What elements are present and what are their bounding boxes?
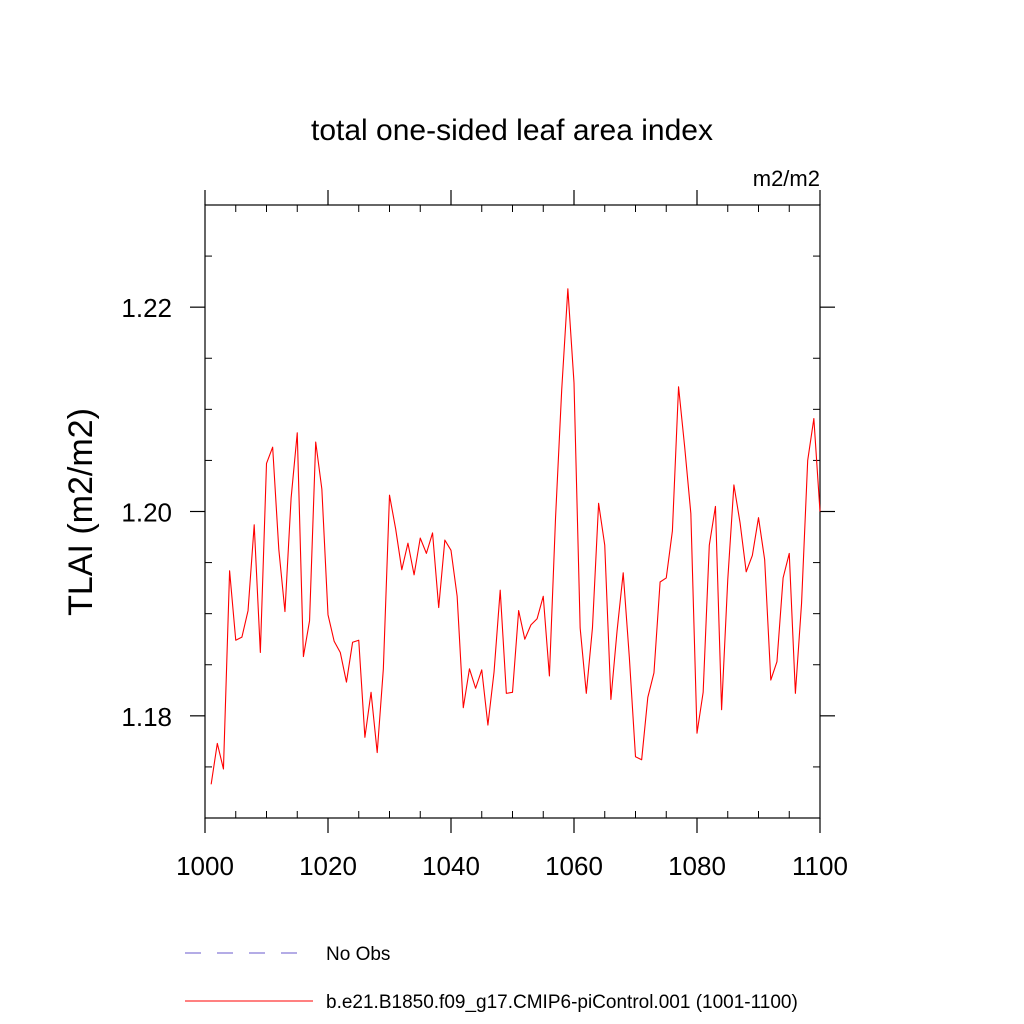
x-tick-label: 1040 <box>422 851 480 881</box>
plot-frame <box>204 204 821 819</box>
units-label: m2/m2 <box>753 166 820 191</box>
axis-tick-labels: 1000 1020 1040 1060 1080 1100 1.18 1.20 1.22 <box>121 293 848 881</box>
x-tick-label: 1100 <box>792 851 848 881</box>
legend-label: No Obs <box>326 944 390 965</box>
series-line <box>210 288 821 785</box>
y-tick-label: 1.20 <box>121 498 172 528</box>
series-group <box>210 288 821 785</box>
y-tick-label: 1.22 <box>121 293 172 323</box>
x-tick-label: 1060 <box>545 851 603 881</box>
chart-title: total one-sided leaf area index <box>311 114 713 147</box>
y-axis-label: TLAI (m2/m2) <box>62 408 100 616</box>
x-tick-label: 1000 <box>176 851 234 881</box>
x-tick-label: 1080 <box>668 851 726 881</box>
legend: No Obs b.e21.B1850.f09_g17.CMIP6-piContro… <box>185 944 798 1013</box>
x-tick-label: 1020 <box>299 851 357 881</box>
y-tick-label: 1.18 <box>121 702 172 732</box>
axis-ticks <box>190 190 835 833</box>
legend-label: b.e21.B1850.f09_g17.CMIP6-piControl.001 … <box>326 992 798 1013</box>
